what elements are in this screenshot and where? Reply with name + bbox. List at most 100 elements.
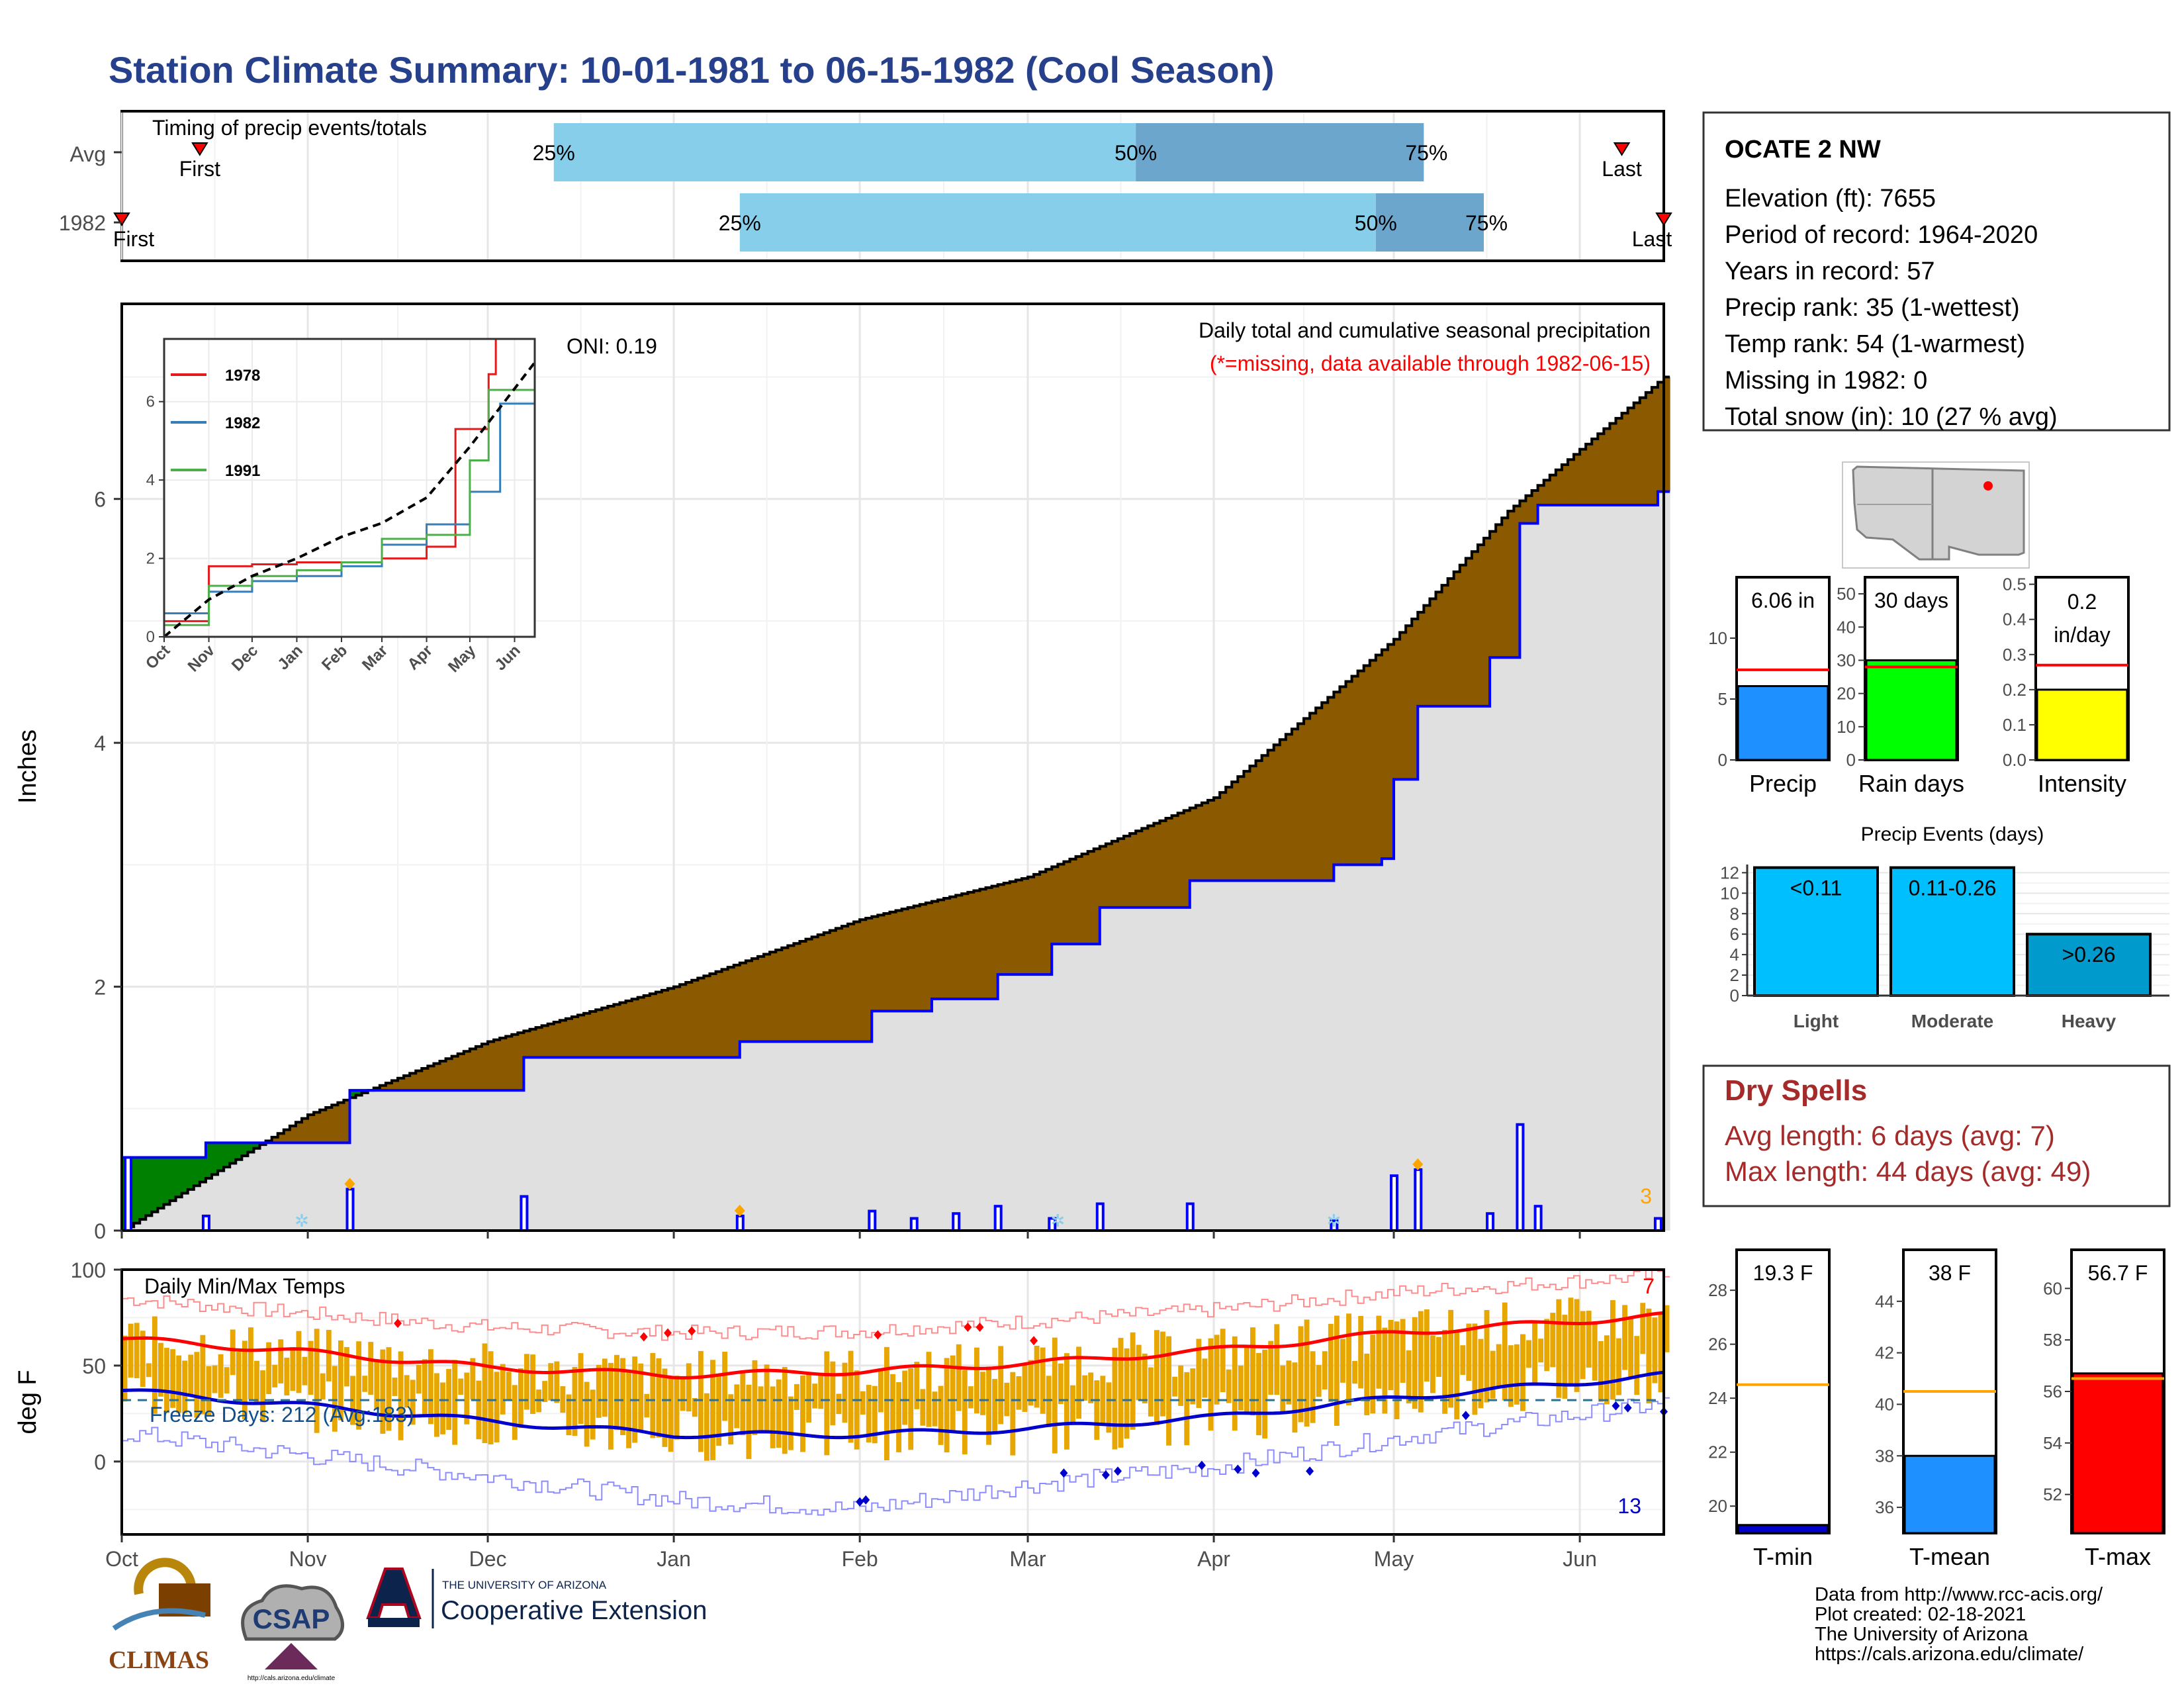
temp-daily-bar: [500, 1364, 506, 1415]
events-y-tick-label: 12: [1720, 863, 1739, 882]
temp-daily-bar: [182, 1360, 188, 1414]
precip-grey-segment: [991, 999, 999, 1231]
precip-grey-segment: [631, 1057, 639, 1231]
precip-grey-segment: [1087, 944, 1095, 1231]
temp-summary-value-label: 38 F: [1929, 1261, 1971, 1285]
precip-deficit-segment: [619, 1002, 627, 1058]
precip-grey-segment: [445, 1090, 453, 1231]
inset-line-1982: [164, 399, 536, 614]
precip-deficit-segment: [680, 984, 686, 1058]
precip-deficit-segment: [271, 1137, 279, 1143]
precip-grey-segment: [529, 1057, 537, 1231]
footer-credit: Data from http://www.rcc-acis.org/ Plot …: [1815, 1584, 2103, 1665]
precip-deficit-segment: [277, 1133, 285, 1143]
temp-daily-bar: [1208, 1338, 1214, 1431]
temp-daily-bar: [1568, 1297, 1574, 1385]
precip-deficit-segment: [1177, 813, 1185, 908]
precip-deficit-segment: [295, 1122, 302, 1143]
precip-grey-segment: [1418, 706, 1424, 1231]
precip-deficit-segment: [1124, 835, 1130, 908]
precip-grey-segment: [1130, 907, 1136, 1231]
temp-daily-bar: [866, 1385, 872, 1443]
station-info-box: OCATE 2 NW Elevation (ft): 7655 Period o…: [1702, 111, 2171, 432]
temp-daily-bar: [422, 1359, 428, 1415]
precip-deficit-segment: [631, 999, 639, 1058]
temp-daily-bar: [302, 1356, 308, 1385]
temp-daily-bar: [326, 1330, 332, 1382]
precip-grey-segment: [1381, 859, 1388, 1231]
precip-deficit-segment: [1508, 511, 1514, 658]
precip-grey-segment: [265, 1143, 273, 1231]
temp-daily-bar: [584, 1382, 590, 1447]
temp-daily-bar: [1058, 1363, 1064, 1405]
precip-grey-segment: [1394, 779, 1400, 1231]
record-low-marker: [856, 1497, 864, 1507]
temp-daily-bar: [290, 1346, 296, 1391]
temp-daily-bar: [878, 1370, 884, 1413]
temp-daily-bar: [1382, 1327, 1388, 1414]
temp-daily-bar: [1052, 1337, 1058, 1454]
temp-daily-bar: [590, 1389, 596, 1440]
precip-grey-segment: [968, 999, 974, 1231]
precip-deficit-segment: [1561, 465, 1569, 505]
precip-grey-segment: [565, 1057, 572, 1231]
temp-daily-bar: [1556, 1299, 1562, 1398]
temp-daily-bar: [1328, 1323, 1334, 1402]
precip-deficit-segment: [721, 969, 729, 1058]
timing-last-marker-0: [1613, 142, 1631, 156]
mini-chart-value-unit: in/day: [2054, 623, 2110, 647]
temp-daily-bar: [860, 1391, 866, 1415]
precip-deficit-segment: [506, 1036, 512, 1091]
mini-chart-tick-label: 40: [1837, 617, 1856, 637]
temp-daily-bar: [554, 1361, 560, 1403]
temp-daily-bar: [1562, 1315, 1568, 1399]
temp-daily-bar: [1394, 1321, 1400, 1419]
precip-grey-segment: [668, 1057, 674, 1231]
precip-grey-segment: [1124, 907, 1130, 1231]
temp-daily-bar: [818, 1373, 824, 1409]
precip-deficit-segment: [974, 890, 981, 999]
temp-daily-bar: [1532, 1323, 1538, 1386]
precip-grey-segment: [625, 1057, 633, 1231]
precip-grey-segment: [481, 1090, 488, 1231]
precip-deficit-segment: [1322, 702, 1328, 881]
mini-chart-tick-label: 10: [1708, 628, 1727, 648]
precip-grey-segment: [1345, 865, 1353, 1231]
temp-daily-bar: [476, 1380, 482, 1440]
precip-deficit-segment: [704, 976, 711, 1058]
record-low-marker: [1101, 1470, 1110, 1480]
precip-deficit-segment: [1387, 644, 1394, 859]
precip-grey-segment: [439, 1090, 447, 1231]
temp-daily-bar: [578, 1353, 584, 1425]
precip-deficit-segment: [1267, 750, 1275, 881]
temp-daily-bar: [1502, 1302, 1508, 1401]
precip-deficit-segment: [1154, 823, 1161, 908]
precip-deficit-segment: [956, 895, 962, 999]
temp-daily-bar: [1184, 1372, 1190, 1446]
temp-daily-bar: [680, 1376, 686, 1411]
temp-month-label: Jun: [1563, 1547, 1597, 1571]
temp-daily-bar: [1088, 1372, 1094, 1403]
record-high-marker: [688, 1326, 696, 1336]
precip-deficit-segment: [823, 932, 831, 1042]
temp-daily-bar: [1634, 1336, 1640, 1395]
precip-grey-segment: [1574, 504, 1580, 1231]
precip-daily-bar: [993, 1205, 1003, 1232]
record-low-line: [122, 1397, 1670, 1516]
precip-deficit-segment: [428, 1066, 435, 1091]
csap-logo: CSAP http://cals.arizona.edu/climate: [241, 1584, 344, 1682]
precip-deficit-segment: [901, 909, 909, 1011]
precip-grey-segment: [320, 1143, 326, 1231]
temp-daily-bar: [1160, 1331, 1165, 1417]
temp-summary-tick-label: 22: [1708, 1442, 1727, 1462]
precip-grey-segment: [553, 1057, 561, 1231]
precip-grey-segment: [1255, 880, 1263, 1231]
temp-daily-bar: [1148, 1367, 1154, 1417]
record-high-marker: [664, 1328, 672, 1338]
precip-y-tick-label: 2: [94, 976, 106, 1000]
temp-daily-bar: [1664, 1305, 1670, 1352]
precip-grey-segment: [1598, 504, 1604, 1231]
temp-daily-bar: [1358, 1316, 1364, 1389]
precip-grey-segment: [721, 1057, 729, 1231]
